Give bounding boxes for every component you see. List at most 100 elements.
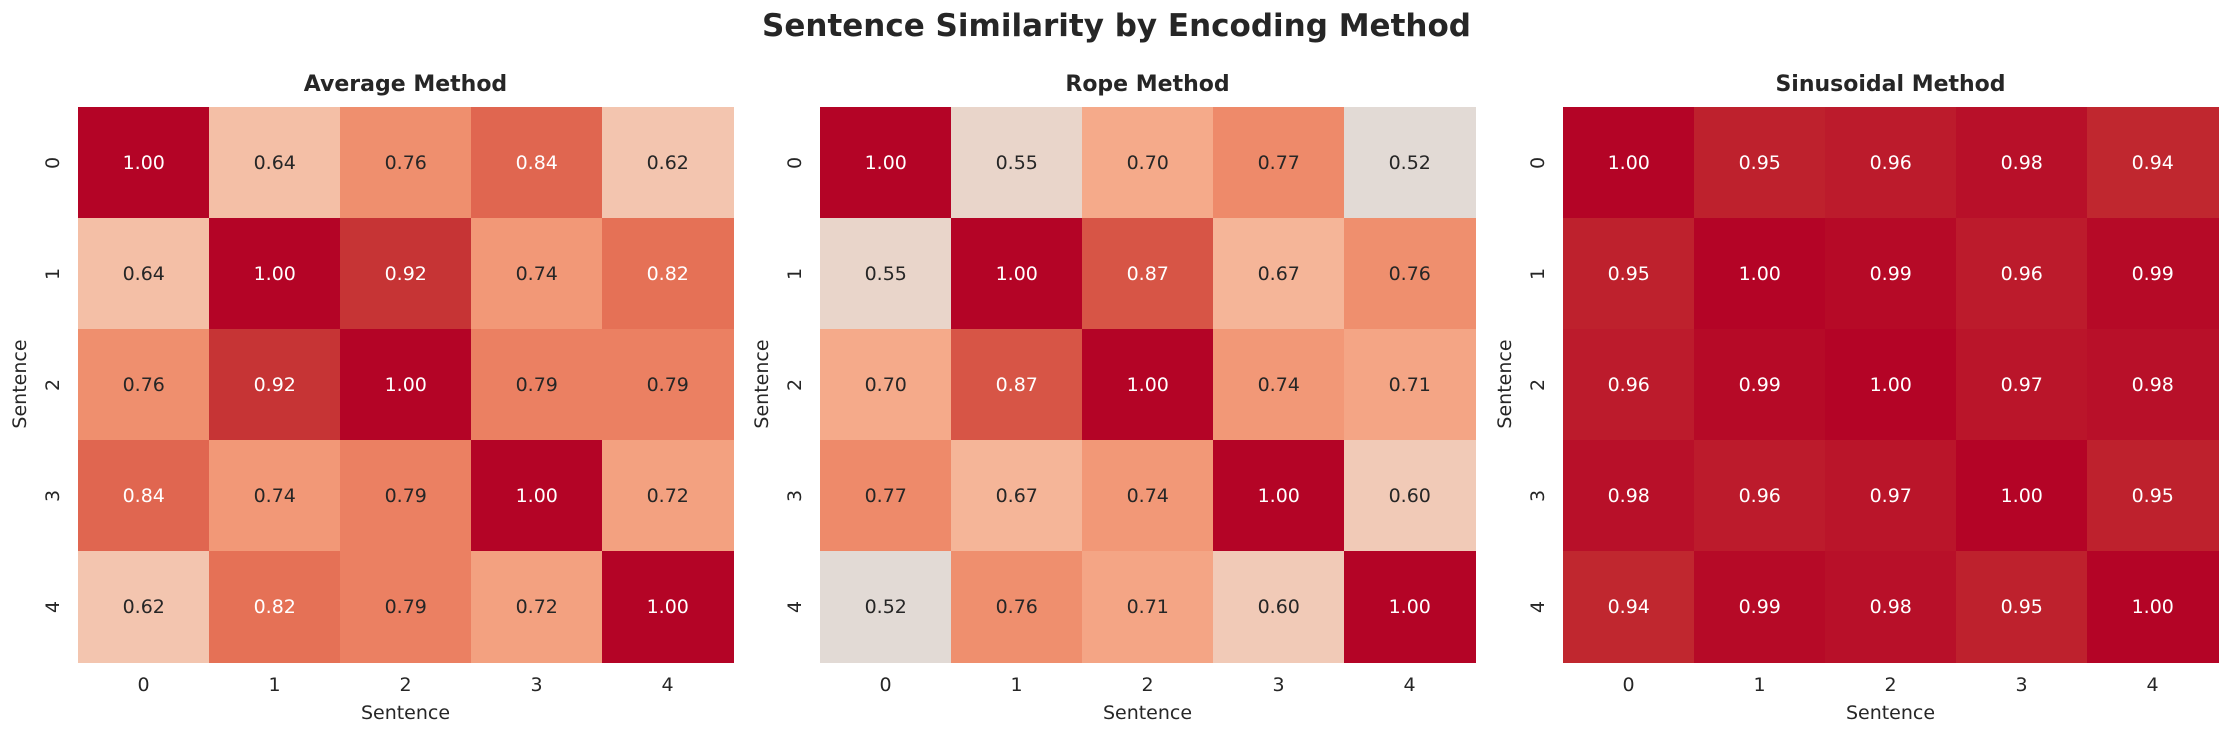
x-tick-label: 4 [2146,674,2159,696]
x-tick-label: 4 [661,674,674,696]
heatmap-cell: 0.99 [1825,218,1957,330]
heatmap-cell: 1.00 [1213,440,1345,552]
y-tick-label: 4 [1527,600,1549,613]
x-tick-label: 4 [1403,674,1416,696]
heatmap-cell: 0.60 [1344,440,1476,552]
heatmap-cell: 0.74 [1082,440,1214,552]
subplot-title: Sinusoidal Method [1775,72,2006,97]
y-tick-label: 4 [42,600,64,613]
heatmap-cell: 0.77 [1213,107,1345,219]
heatmap-cell: 1.00 [820,107,952,219]
heatmap-cell: 0.96 [1694,440,1826,552]
heatmap-cell: 0.60 [1213,551,1345,663]
heatmap-cell: 1.00 [1956,440,2088,552]
y-tick-label: 3 [784,489,806,502]
y-tick-label: 3 [1527,489,1549,502]
heatmap-cell: 0.99 [1694,551,1826,663]
heatmap-cell: 0.96 [1825,107,1957,219]
heatmap-average: Average Method 1.00 0.64 0.76 0.84 0.62 0.64 1… [9,0,734,740]
heatmap-rope: Rope Method 1.00 0.55 0.70 0.77 0.52 0.55 1.00… [751,0,1476,740]
y-tick-label: 1 [1527,267,1549,280]
heatmap-cell: 0.95 [1694,107,1826,219]
heatmap-cell: 0.76 [951,551,1083,663]
y-axis-label: Sentence [751,339,773,429]
heatmap-cell: 0.79 [602,329,734,441]
heatmap-cell: 1.00 [1825,329,1957,441]
heatmap-cell: 1.00 [1694,218,1826,330]
heatmap-cell: 1.00 [78,107,210,219]
heatmap-cell: 0.92 [209,329,341,441]
heatmap-cell: 0.87 [1082,218,1214,330]
heatmap-cell: 0.76 [1344,218,1476,330]
heatmap-cell: 0.92 [340,218,472,330]
heatmap-cell: 0.71 [1344,329,1476,441]
heatmap-cell: 1.00 [1082,329,1214,441]
heatmap-cell: 0.84 [78,440,210,552]
x-tick-label: 0 [1622,674,1635,696]
heatmap-cell: 0.99 [2087,218,2219,330]
heatmap-sinusoidal: Sinusoidal Method 1.00 0.95 0.96 0.98 0.94 0.… [1494,0,2219,740]
heatmap-cell: 0.84 [471,107,603,219]
heatmap-cell: 0.72 [471,551,603,663]
x-tick-label: 3 [1272,674,1285,696]
heatmap-cell: 0.67 [951,440,1083,552]
x-tick-label: 1 [1753,674,1766,696]
heatmap-cell: 0.52 [1344,107,1476,219]
x-tick-label: 3 [530,674,543,696]
heatmap-cell: 0.52 [820,551,952,663]
heatmap-cell: 0.62 [78,551,210,663]
heatmap-cell: 0.74 [1213,329,1345,441]
heatmap-cell: 0.97 [1956,329,2088,441]
heatmap-cell: 0.79 [340,440,472,552]
y-tick-label: 0 [784,156,806,169]
heatmap-cell: 0.98 [2087,329,2219,441]
y-tick-label: 2 [1527,378,1549,391]
x-tick-label: 2 [399,674,412,696]
x-axis-label: Sentence [360,702,451,724]
x-tick-label: 2 [1884,674,1897,696]
x-tick-label: 1 [1010,674,1023,696]
heatmap-cell: 1.00 [2087,551,2219,663]
heatmap-cell: 0.67 [1213,218,1345,330]
figure-title: Sentence Similarity by Encoding Method [762,8,1471,44]
heatmap-cell: 1.00 [951,218,1083,330]
heatmap-cell: 0.79 [340,551,472,663]
x-tick-label: 3 [2015,674,2028,696]
x-axis-label: Sentence [1102,702,1193,724]
subplot-title: Rope Method [1065,72,1230,97]
x-tick-label: 0 [879,674,892,696]
heatmap-cell: 0.64 [209,107,341,219]
y-tick-label: 1 [42,267,64,280]
heatmap-cell: 1.00 [1344,551,1476,663]
y-tick-label: 0 [42,156,64,169]
heatmap-cell: 0.55 [820,218,952,330]
y-tick-label: 0 [1527,156,1549,169]
heatmap-cell: 0.95 [1956,551,2088,663]
y-axis-label: Sentence [1494,339,1516,429]
y-axis-label: Sentence [9,339,31,429]
y-tick-label: 3 [42,489,64,502]
heatmap-cell: 0.82 [602,218,734,330]
heatmap-cell: 0.62 [602,107,734,219]
heatmap-cell: 0.74 [471,218,603,330]
heatmap-cell: 0.79 [471,329,603,441]
heatmap-cell: 0.82 [209,551,341,663]
heatmap-cell: 0.96 [1956,218,2088,330]
heatmap-cell: 0.77 [820,440,952,552]
heatmap-cell: 0.64 [78,218,210,330]
heatmap-cell: 0.95 [2087,440,2219,552]
x-tick-label: 2 [1141,674,1154,696]
x-tick-label: 1 [268,674,281,696]
heatmap-cell: 0.97 [1825,440,1957,552]
subplot-title: Average Method [303,72,508,97]
heatmap-cell: 1.00 [602,551,734,663]
y-tick-label: 4 [784,600,806,613]
heatmap-grid: 1.00 0.95 0.96 0.98 0.94 0.95 1.00 0.99 0.96 0.99… [1563,107,2219,663]
heatmap-grid: 1.00 0.64 0.76 0.84 0.62 0.64 1.00 0.92 0.74 0.82… [78,107,734,663]
heatmap-cell: 0.96 [1563,329,1695,441]
y-tick-label: 2 [42,378,64,391]
heatmap-cell: 0.87 [951,329,1083,441]
x-axis-label: Sentence [1845,702,1936,724]
y-tick-label: 2 [784,378,806,391]
x-tick-label: 0 [137,674,150,696]
